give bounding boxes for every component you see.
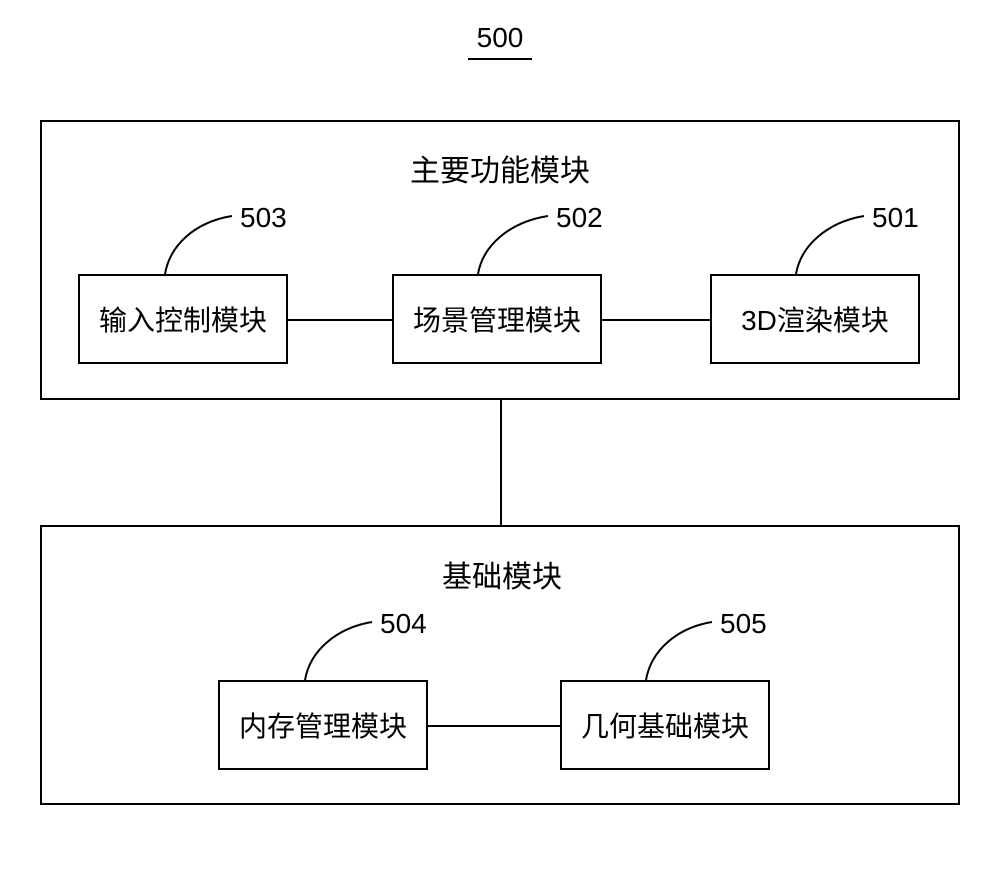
connector-503-502 <box>288 319 392 321</box>
module-input-control-label: 输入控制模块 <box>99 299 267 339</box>
module-geometry-base-label: 几何基础模块 <box>581 705 749 745</box>
connector-504-505 <box>428 725 560 727</box>
ref-label-505: 505 <box>720 608 767 640</box>
diagram-ref-underline <box>468 58 532 60</box>
group-title-base-modules: 基础模块 <box>438 552 566 596</box>
ref-label-502: 502 <box>556 202 603 234</box>
module-geometry-base: 几何基础模块 <box>560 680 770 770</box>
diagram-root: 500 主要功能模块 基础模块 输入控制模块 503 场景管理模块 502 3D… <box>0 0 1000 883</box>
ref-label-504: 504 <box>380 608 427 640</box>
module-3d-rendering: 3D渲染模块 <box>710 274 920 364</box>
ref-label-503: 503 <box>240 202 287 234</box>
module-input-control: 输入控制模块 <box>78 274 288 364</box>
module-3d-rendering-label: 3D渲染模块 <box>741 299 889 339</box>
ref-label-501: 501 <box>872 202 919 234</box>
module-scene-management: 场景管理模块 <box>392 274 602 364</box>
connector-g1-g2 <box>500 400 502 525</box>
module-memory-management-label: 内存管理模块 <box>239 705 407 745</box>
module-scene-management-label: 场景管理模块 <box>413 299 581 339</box>
diagram-ref-number: 500 <box>470 22 530 54</box>
group-title-main-functions: 主要功能模块 <box>400 146 600 190</box>
connector-502-501 <box>602 319 710 321</box>
module-memory-management: 内存管理模块 <box>218 680 428 770</box>
